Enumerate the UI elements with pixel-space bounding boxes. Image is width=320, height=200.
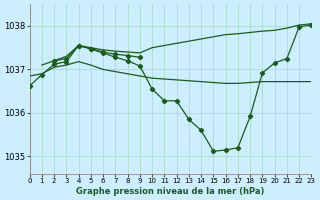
X-axis label: Graphe pression niveau de la mer (hPa): Graphe pression niveau de la mer (hPa) — [76, 187, 265, 196]
